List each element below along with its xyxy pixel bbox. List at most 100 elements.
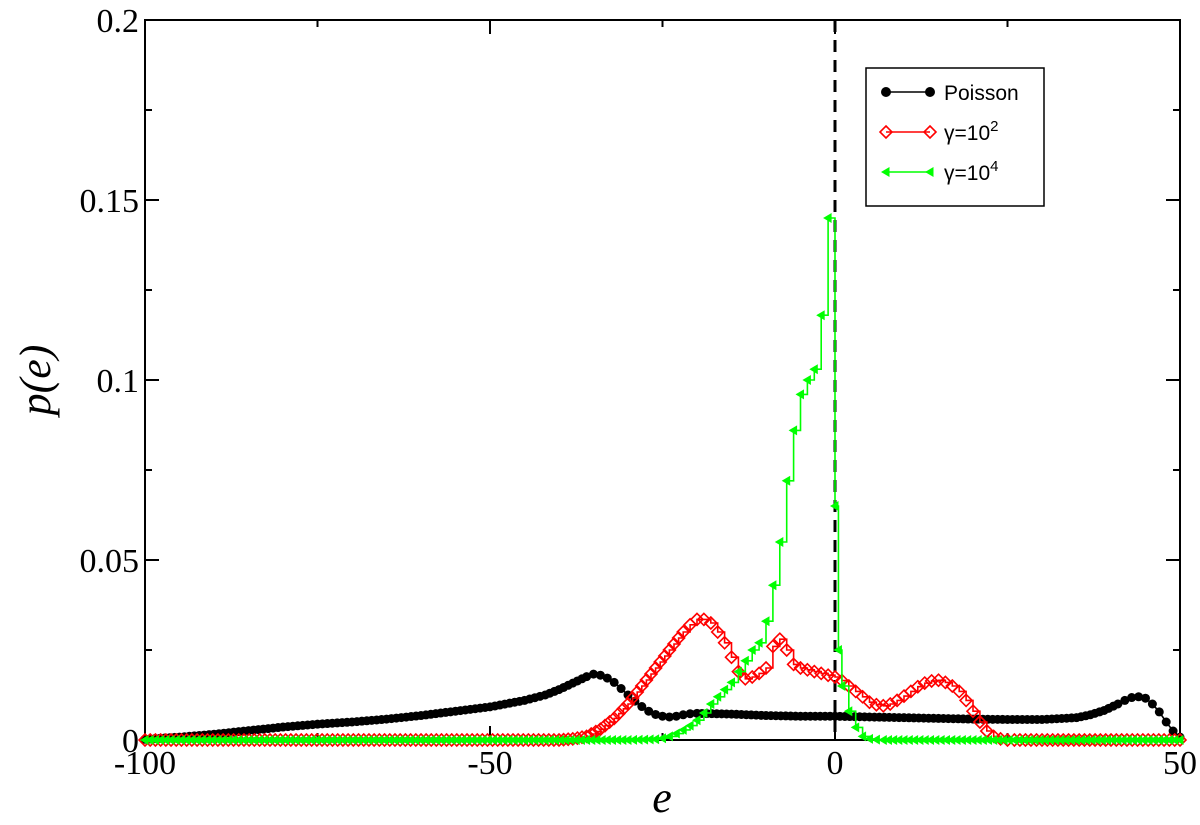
data-point-10-4: [493, 735, 503, 745]
data-point-10-4: [416, 735, 425, 745]
data-point-10-4: [270, 735, 279, 745]
data-point-10-2: [965, 704, 981, 719]
data-point-10-4: [920, 735, 929, 745]
data-point-poisson: [1161, 717, 1171, 727]
data-point-10-4: [514, 735, 523, 745]
data-point-poisson: [1120, 695, 1130, 705]
data-point-10-4: [150, 735, 159, 745]
data-point-poisson: [658, 711, 667, 721]
data-point-10-2: [588, 724, 603, 739]
data-point-10-4: [301, 735, 310, 745]
data-point-10-2: [938, 675, 953, 690]
data-point-poisson: [1113, 699, 1123, 709]
series-10-4: [140, 213, 1184, 745]
data-point-10-4: [452, 735, 461, 745]
data-point-10-4: [140, 735, 149, 745]
data-point-10-4: [823, 213, 832, 223]
data-point-10-4: [767, 580, 777, 591]
data-point-10-2: [611, 706, 626, 721]
data-point-10-4: [306, 735, 316, 745]
data-point-10-4: [285, 735, 295, 745]
data-point-10-4: [830, 501, 839, 511]
data-point-10-4: [254, 735, 264, 745]
data-point-10-4: [871, 734, 880, 745]
data-point-10-4: [1097, 735, 1106, 745]
data-point-10-4: [249, 735, 258, 745]
data-point-10-2: [597, 718, 613, 733]
data-point-poisson: [651, 709, 661, 719]
data-point-10-2: [602, 714, 617, 730]
data-point-10-2: [662, 642, 677, 658]
data-point-10-4: [1019, 735, 1029, 745]
data-point-poisson: [1134, 692, 1144, 702]
data-point-10-4: [176, 735, 185, 745]
series-layer: [137, 213, 1188, 748]
data-point-10-4: [233, 735, 243, 745]
data-point-10-2: [917, 675, 932, 691]
y-tick-label: 0: [122, 723, 139, 760]
data-point-10-2: [616, 701, 631, 716]
data-point-10-4: [212, 735, 222, 745]
data-point-10-4: [692, 715, 701, 726]
data-point-10-4: [925, 735, 935, 745]
y-tick-label: 0.2: [97, 3, 140, 40]
data-point-10-2: [972, 714, 988, 730]
data-point-10-2: [779, 642, 794, 658]
data-point-10-4: [857, 731, 867, 742]
data-point-10-2: [710, 624, 725, 640]
data-point-10-4: [1004, 735, 1013, 745]
x-tick-label: 50: [1163, 745, 1197, 782]
data-point-10-4: [993, 735, 1003, 745]
data-point-10-4: [218, 735, 227, 745]
data-point-10-4: [275, 735, 284, 745]
data-point-10-4: [160, 735, 170, 745]
data-point-10-4: [441, 735, 451, 745]
data-point-10-4: [197, 735, 206, 745]
data-point-10-2: [703, 615, 718, 631]
x-tick-label: -50: [467, 745, 512, 782]
data-point-10-4: [1030, 735, 1039, 745]
data-point-10-4: [978, 735, 987, 745]
data-point-10-4: [999, 735, 1008, 745]
data-point-10-4: [545, 735, 554, 745]
x-tick-label: -100: [114, 745, 176, 782]
data-point-10-4: [1149, 735, 1158, 745]
legend-box: [865, 67, 1045, 207]
data-point-10-4: [1175, 735, 1184, 745]
data-point-10-4: [550, 735, 560, 745]
data-point-10-2: [738, 671, 753, 686]
data-point-10-4: [698, 708, 708, 718]
data-point-10-4: [166, 735, 175, 745]
data-point-10-4: [883, 735, 892, 745]
data-point-10-4: [555, 735, 565, 745]
data-point-10-4: [405, 735, 415, 745]
data-point-10-2: [745, 669, 760, 685]
data-point-10-2: [958, 693, 974, 708]
data-point-poisson: [595, 670, 605, 680]
data-point-10-4: [529, 735, 539, 745]
data-point-poisson: [644, 706, 654, 716]
data-point-10-2: [625, 690, 640, 706]
data-point-10-4: [1133, 735, 1143, 745]
data-point-10-4: [893, 735, 903, 745]
data-point-10-4: [645, 734, 654, 745]
data-point-10-2: [620, 696, 636, 712]
data-point-10-4: [988, 735, 998, 745]
data-point-10-4: [968, 735, 977, 745]
data-point-poisson: [589, 669, 598, 679]
data-point-10-4: [761, 616, 770, 627]
data-point-10-4: [747, 645, 756, 655]
data-point-10-4: [498, 735, 508, 745]
data-point-10-4: [1040, 735, 1049, 745]
legend-marker: [925, 87, 935, 97]
data-point-10-4: [1128, 735, 1137, 745]
data-point-10-4: [181, 735, 191, 745]
data-point-10-4: [576, 735, 585, 745]
data-point-10-4: [1081, 735, 1091, 745]
data-point-10-2: [630, 684, 645, 700]
data-point-10-4: [488, 735, 497, 745]
data-point-10-4: [602, 735, 611, 745]
legend-marker: [881, 167, 890, 177]
data-point-10-4: [478, 735, 487, 745]
